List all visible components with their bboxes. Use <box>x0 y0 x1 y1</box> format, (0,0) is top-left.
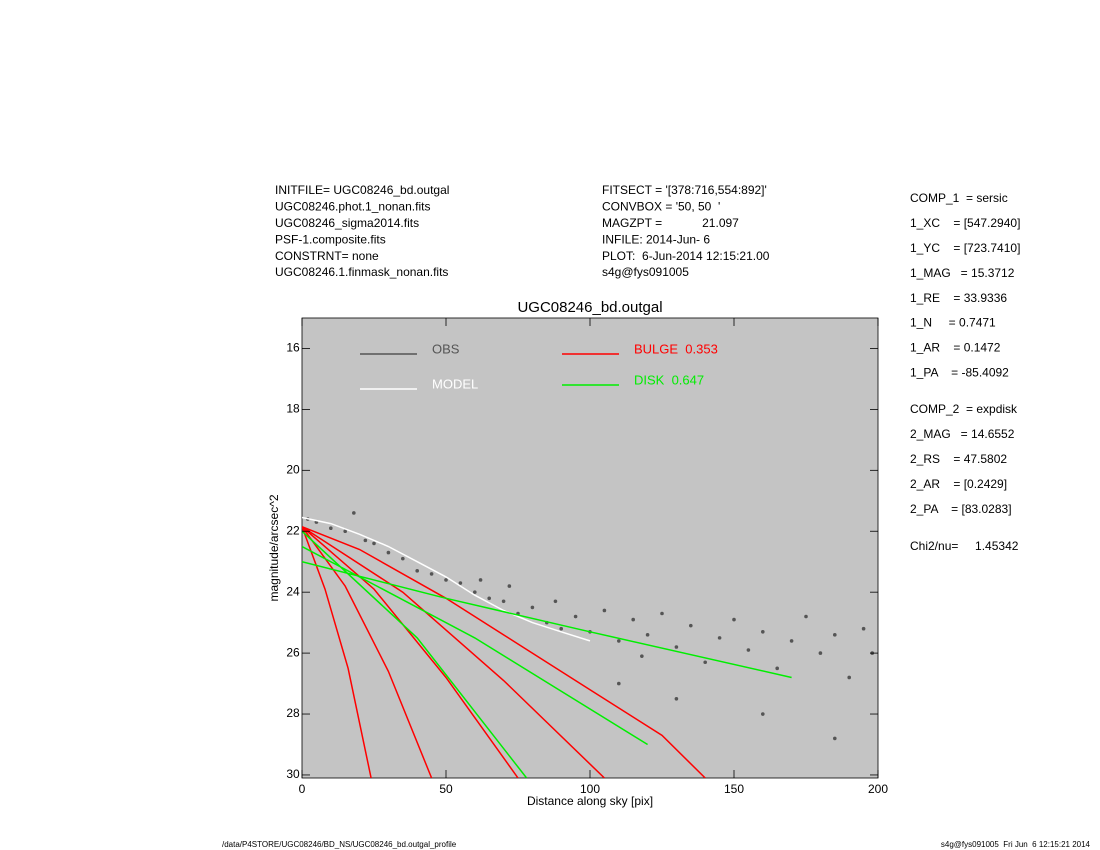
fit-parameter: COMP_2 = expdisk <box>910 402 1018 416</box>
fit-parameter: 2_PA = [83.0283] <box>910 502 1012 516</box>
x-tick-label: 200 <box>868 782 888 796</box>
obs-point <box>415 569 420 573</box>
obs-point <box>559 626 563 631</box>
obs-point <box>530 605 535 610</box>
y-tick-label: 22 <box>286 523 300 537</box>
header-middle-line: FITSECT = '[378:716,554:892]' <box>602 183 767 197</box>
obs-point <box>789 639 794 643</box>
obs-point <box>401 556 405 561</box>
obs-point <box>703 660 707 665</box>
obs-point <box>602 608 607 613</box>
obs-point <box>847 675 851 680</box>
fit-parameter: 1_AR = 0.1472 <box>910 341 1001 355</box>
obs-point <box>507 584 512 588</box>
x-tick-label: 150 <box>724 782 744 796</box>
header-left-line: UGC08246.1.finmask_nonan.fits <box>275 265 448 279</box>
obs-point <box>674 645 679 649</box>
obs-point <box>660 611 664 616</box>
obs-point <box>674 696 679 701</box>
obs-point <box>818 651 823 655</box>
obs-point <box>640 654 644 658</box>
obs-point <box>352 511 356 515</box>
obs-point <box>833 736 837 741</box>
obs-point <box>553 599 558 604</box>
obs-point <box>617 681 621 686</box>
obs-point <box>761 712 765 716</box>
obs-point <box>804 614 808 619</box>
obs-point <box>363 538 368 543</box>
obs-point <box>501 599 506 604</box>
header-middle-line: s4g@fys091005 <box>602 265 689 279</box>
profile-line <box>302 530 792 778</box>
y-tick-label: 24 <box>286 584 300 598</box>
fit-parameter: 2_RS = 47.5802 <box>910 452 1007 466</box>
fit-parameter: 2_MAG = 14.6552 <box>910 427 1015 441</box>
fit-parameter: 1_RE = 33.9336 <box>910 291 1007 305</box>
legend-label: OBS <box>432 341 460 356</box>
obs-point <box>775 666 779 671</box>
chart-title: UGC08246_bd.outgal <box>517 299 662 316</box>
obs-point <box>386 550 391 555</box>
obs-point <box>473 590 477 594</box>
profile-line <box>302 516 591 642</box>
fit-parameter: 1_N = 0.7471 <box>910 316 996 330</box>
legend-label: DISK 0.647 <box>634 372 704 387</box>
obs-point <box>329 526 333 530</box>
obs-point <box>689 623 693 628</box>
header-left-line: INITFILE= UGC08246_bd.outgal <box>275 183 449 197</box>
obs-point <box>761 629 765 634</box>
obs-point <box>617 639 621 643</box>
header-middle-line: INFILE: 2014-Jun- 6 <box>602 232 710 246</box>
header-middle-line: PLOT: 6-Jun-2014 12:15:21.00 <box>602 249 770 263</box>
legend-label: MODEL <box>432 376 478 391</box>
fit-parameter: 1_YC = [723.7410] <box>910 241 1020 255</box>
fit-parameter: 2_AR = [0.2429] <box>910 477 1007 491</box>
fit-parameter: COMP_1 = sersic <box>910 191 1008 205</box>
legend-label: BULGE 0.353 <box>634 341 718 356</box>
header-left-line: PSF-1.composite.fits <box>275 232 386 246</box>
obs-point <box>732 617 736 622</box>
header-middle-line: MAGZPT = 21.097 <box>602 216 739 230</box>
y-tick-label: 26 <box>286 645 300 659</box>
y-tick-label: 16 <box>286 341 300 355</box>
y-tick-label: 30 <box>286 767 300 781</box>
y-tick-label: 18 <box>286 402 300 416</box>
obs-point <box>343 529 348 534</box>
profile-line <box>302 526 706 778</box>
plot-data <box>302 511 875 778</box>
x-axis-label: Distance along sky [pix] <box>527 794 653 808</box>
obs-point <box>573 614 578 619</box>
obs-point <box>478 578 483 582</box>
obs-point <box>861 626 866 631</box>
obs-point <box>631 617 635 622</box>
y-axis-label: magnitude/arcsec^2 <box>267 494 281 601</box>
fit-parameter: 1_XC = [547.2940] <box>910 216 1020 230</box>
obs-point <box>833 633 837 637</box>
header-middle-line: CONVBOX = '50, 50 ' <box>602 200 720 214</box>
header-left-line: CONSTRNT= none <box>275 249 379 263</box>
obs-point <box>458 581 463 585</box>
obs-point <box>429 572 434 576</box>
y-tick-label: 28 <box>286 706 300 720</box>
obs-point <box>444 578 448 582</box>
fit-parameter: 1_MAG = 15.3712 <box>910 266 1015 280</box>
x-tick-label: 100 <box>580 782 600 796</box>
obs-point <box>746 648 751 652</box>
x-tick-label: 0 <box>299 782 306 796</box>
obs-point <box>487 596 492 601</box>
obs-point <box>372 541 376 546</box>
y-tick-label: 20 <box>286 462 300 476</box>
obs-point <box>645 633 650 637</box>
header-left-line: UGC08246_sigma2014.fits <box>275 216 419 230</box>
footer-path: /data/P4STORE/UGC08246/BD_NS/UGC08246_bd… <box>222 840 457 849</box>
plot-area <box>301 317 879 779</box>
x-tick-label: 50 <box>439 782 453 796</box>
obs-point <box>717 636 722 640</box>
fit-parameter: Chi2/nu= 1.45342 <box>910 539 1019 553</box>
footer-stamp: s4g@fys091005 Fri Jun 6 12:15:21 2014 <box>941 840 1091 849</box>
header-left-line: UGC08246.phot.1_nonan.fits <box>275 200 430 214</box>
fit-parameter: 1_PA = -85.4092 <box>910 365 1009 379</box>
